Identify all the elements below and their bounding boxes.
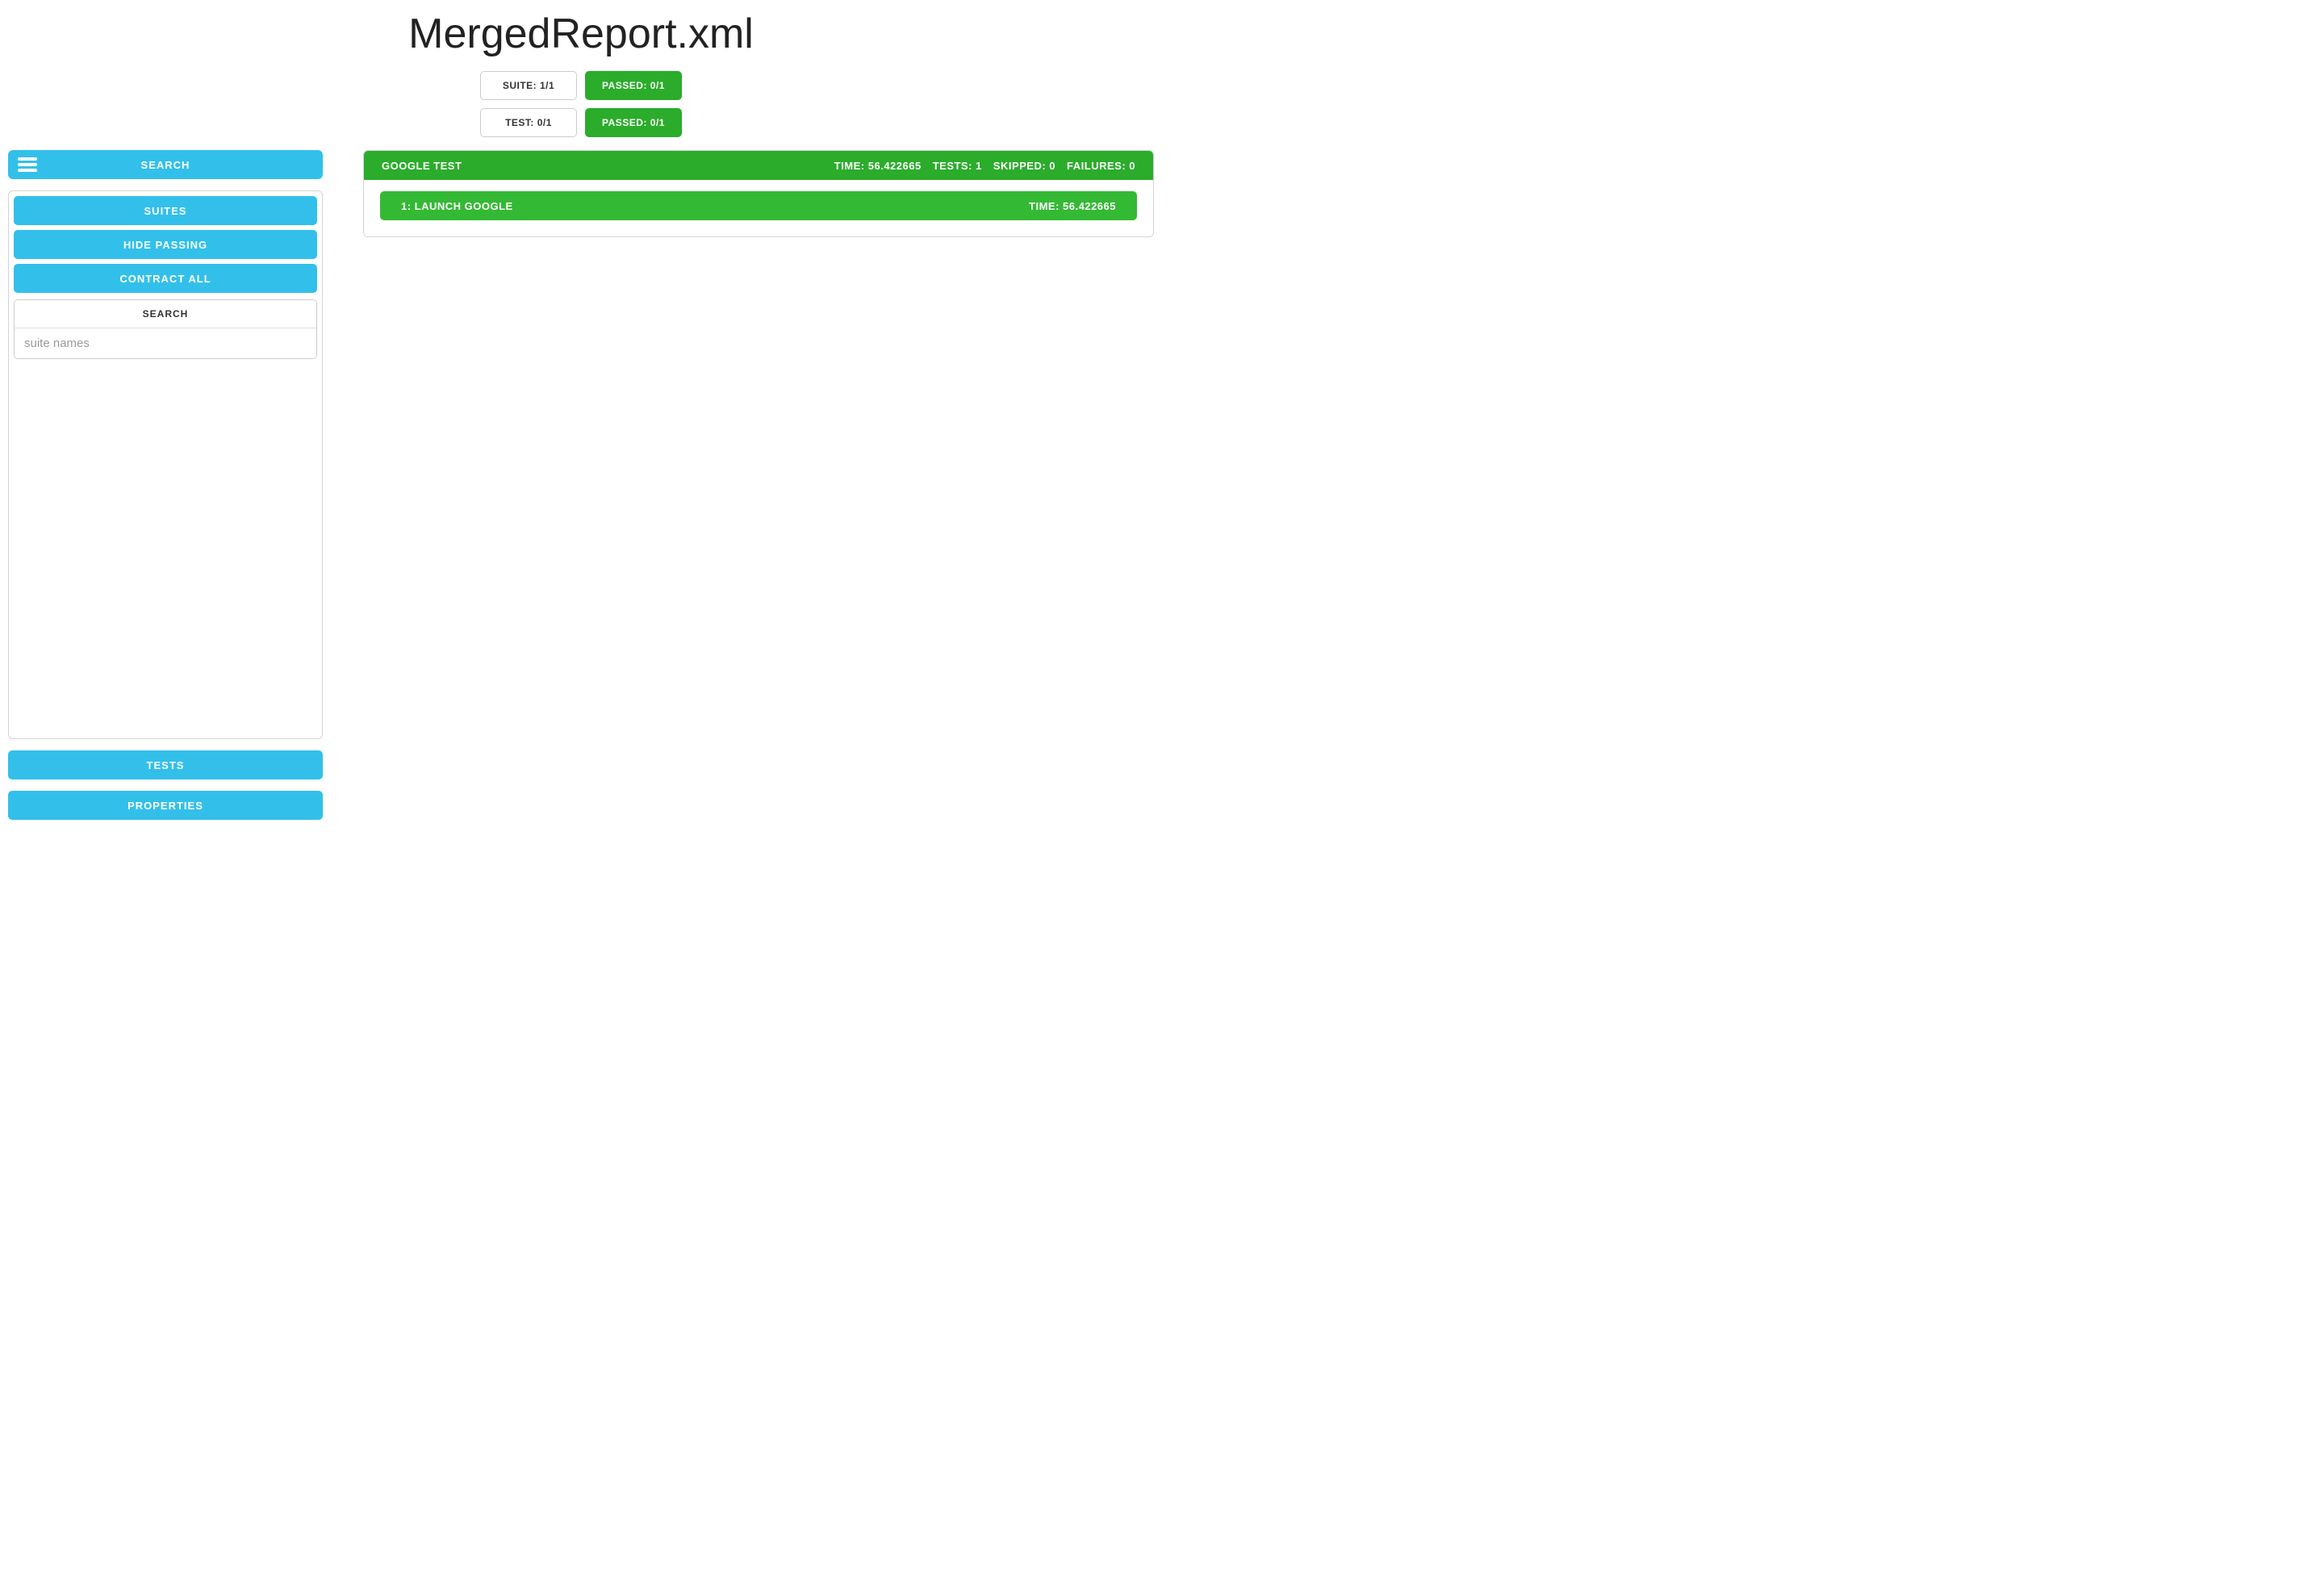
suites-button[interactable]: SUITES (14, 196, 317, 225)
sidebar-search-bar[interactable]: SEARCH (8, 150, 323, 179)
suite-stat-skipped: SKIPPED: 0 (993, 160, 1055, 172)
sidebar: SEARCH SUITES HIDE PASSING CONTRACT ALL … (8, 150, 323, 820)
suite-title: GOOGLE TEST (382, 160, 834, 172)
test-row-title: 1: LAUNCH GOOGLE (401, 200, 1029, 212)
search-box: SEARCH (14, 299, 317, 359)
tests-button[interactable]: TESTS (8, 750, 323, 779)
search-input[interactable] (15, 328, 316, 358)
summary-row-test: TEST: 0/1 PASSED: 0/1 (480, 108, 682, 137)
test-count-pill[interactable]: TEST: 0/1 (480, 108, 577, 137)
suite-stat-tests: TESTS: 1 (933, 160, 982, 172)
suite-count-pill[interactable]: SUITE: 1/1 (480, 71, 577, 100)
summary-row-suite: SUITE: 1/1 PASSED: 0/1 (480, 71, 682, 100)
suite-stat-failures: FAILURES: 0 (1067, 160, 1135, 172)
test-passed-pill[interactable]: PASSED: 0/1 (585, 108, 682, 137)
page-title: MergedReport.xml (8, 10, 1154, 58)
test-row[interactable]: 1: LAUNCH GOOGLE TIME: 56.422665 (380, 191, 1137, 220)
hide-passing-button[interactable]: HIDE PASSING (14, 230, 317, 259)
main: GOOGLE TEST TIME: 56.422665 TESTS: 1 SKI… (363, 150, 1154, 237)
suites-panel: SUITES HIDE PASSING CONTRACT ALL SEARCH (8, 190, 323, 739)
sidebar-search-label: SEARCH (18, 159, 313, 171)
columns: SEARCH SUITES HIDE PASSING CONTRACT ALL … (8, 150, 1154, 820)
properties-button[interactable]: PROPERTIES (8, 791, 323, 820)
summary: SUITE: 1/1 PASSED: 0/1 TEST: 0/1 PASSED:… (8, 71, 1154, 137)
suite-stats: TIME: 56.422665 TESTS: 1 SKIPPED: 0 FAIL… (834, 160, 1135, 172)
suite-card: GOOGLE TEST TIME: 56.422665 TESTS: 1 SKI… (363, 150, 1154, 237)
suite-body: 1: LAUNCH GOOGLE TIME: 56.422665 (364, 180, 1153, 236)
test-row-time: TIME: 56.422665 (1029, 200, 1116, 212)
search-box-header: SEARCH (15, 300, 316, 328)
suite-stat-time: TIME: 56.422665 (834, 160, 922, 172)
suite-passed-pill[interactable]: PASSED: 0/1 (585, 71, 682, 100)
contract-all-button[interactable]: CONTRACT ALL (14, 264, 317, 293)
suite-header[interactable]: GOOGLE TEST TIME: 56.422665 TESTS: 1 SKI… (364, 151, 1153, 180)
